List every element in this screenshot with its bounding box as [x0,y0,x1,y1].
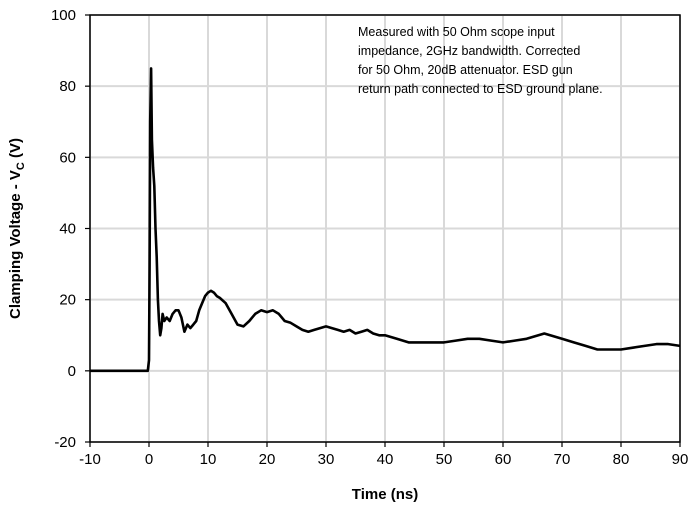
note-line: impedance, 2GHz bandwidth. Corrected [358,44,580,58]
y-tick-label: -20 [54,434,76,451]
y-axis-title-unit: (V) [7,138,24,162]
x-tick-label: 20 [259,451,276,468]
x-tick-label: 30 [318,451,335,468]
x-tick-label: 40 [377,451,394,468]
x-tick-label: 60 [495,451,512,468]
note-line: for 50 Ohm, 20dB attenuator. ESD gun [358,63,573,77]
tick-labels: -10 0 10 20 30 40 50 60 70 80 90 -20 0 20 40 60 80 100 [51,7,688,468]
x-tick-label: 90 [672,451,689,468]
y-tick-label: 40 [59,221,76,238]
x-tick-label: 70 [554,451,571,468]
x-tick-label: -10 [79,451,101,468]
y-axis-title-main: Clamping Voltage - V [7,170,24,319]
x-tick-label: 10 [200,451,217,468]
y-tick-label: 100 [51,7,76,24]
y-tick-label: 0 [68,363,76,380]
x-axis-title: Time (ns) [352,486,418,503]
y-tick-label: 60 [59,149,76,166]
x-tick-label: 80 [613,451,630,468]
measurement-note: Measured with 50 Ohm scope input impedanc… [358,25,603,96]
clamping-voltage-trace [90,67,681,373]
gridlines [89,14,681,443]
x-tick-label: 50 [436,451,453,468]
x-tick-label: 0 [145,451,153,468]
y-axis-title-subscript: C [15,162,27,170]
y-tick-label: 80 [59,78,76,95]
note-line: Measured with 50 Ohm scope input [358,25,555,39]
y-axis-title: Clamping Voltage - VC (V) [7,138,27,319]
note-line: return path connected to ESD ground plan… [358,82,603,96]
y-tick-label: 20 [59,292,76,309]
